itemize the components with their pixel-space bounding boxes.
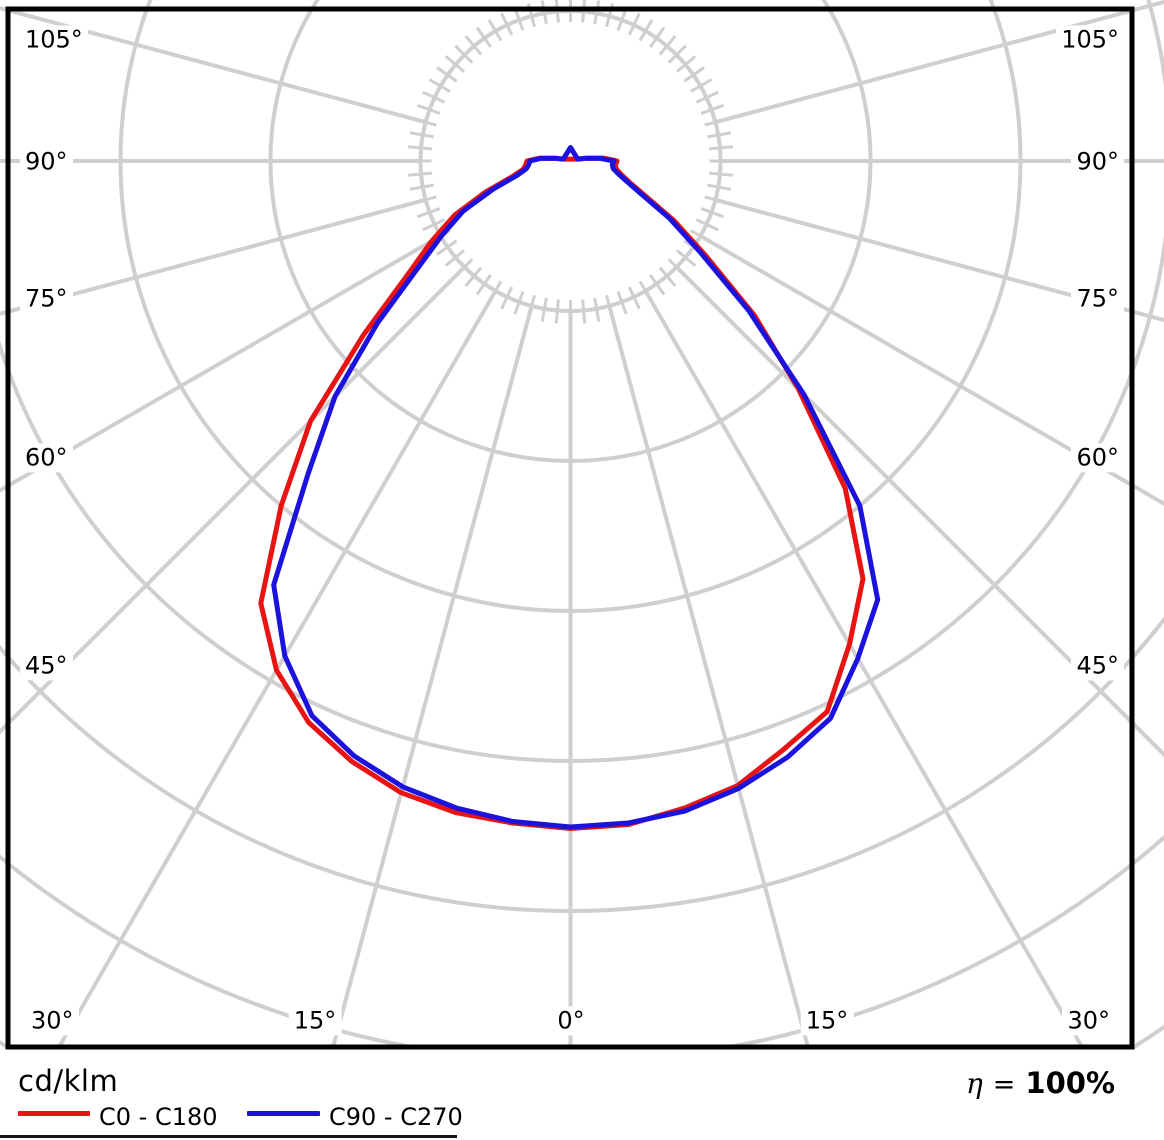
grid-tick — [513, 7, 525, 31]
angle-label: 45° — [1071, 651, 1124, 681]
grid-tick — [407, 145, 433, 151]
angle-label: 75° — [20, 284, 73, 314]
grid-tick — [648, 274, 666, 296]
intensity-curves — [258, 145, 881, 831]
grid-tick — [627, 12, 641, 36]
angle-label: 60° — [1071, 443, 1124, 473]
legend-label-c0-c180: C0 - C180 — [99, 1103, 218, 1131]
angle-label: 105° — [20, 25, 88, 55]
grid-tick — [638, 19, 654, 42]
grid-radial-line — [55, 289, 498, 1049]
grid-radial-line — [714, 0, 1164, 125]
grid-tick — [409, 131, 434, 139]
grid-radial-line — [643, 289, 1086, 1049]
grid-radial-line — [330, 305, 534, 1049]
grid-tick — [422, 90, 446, 104]
angle-label: 90° — [1071, 147, 1124, 177]
grid-tick — [464, 35, 483, 56]
grid-tick — [707, 131, 732, 139]
grid-tick — [422, 218, 446, 232]
angle-label: 105° — [1056, 25, 1124, 55]
grid-tick — [428, 78, 451, 93]
grid-ring — [0, 0, 1164, 763]
grid-tick — [416, 207, 441, 219]
grid-tick — [444, 55, 465, 73]
grid-tick — [683, 66, 705, 83]
grid-tick — [475, 274, 493, 296]
eta-value: 100% — [1025, 1066, 1115, 1100]
eta-equals-sign: = — [992, 1069, 1016, 1100]
grid-tick — [464, 266, 483, 287]
grid-radial-line — [0, 234, 442, 493]
angle-label: 15° — [288, 1006, 342, 1036]
curve-c90-c270 — [271, 145, 881, 830]
grid-tick — [700, 103, 725, 115]
grid-ring — [0, 616, 1164, 913]
grid-tick — [540, 0, 548, 25]
grid-radial-line — [699, 234, 1164, 506]
grid-radial-line — [0, 197, 427, 316]
grid-tick — [708, 145, 734, 151]
grid-tick — [690, 78, 713, 93]
grid-tick — [676, 249, 697, 267]
grid-tick — [407, 171, 433, 177]
grid-tick — [695, 218, 719, 232]
angle-label: 60° — [20, 443, 73, 473]
grid-tick — [436, 66, 458, 83]
angle-label: 30° — [26, 1006, 79, 1036]
plot-border — [5, 6, 1135, 1050]
grid-tick — [416, 103, 441, 115]
angle-label: 90° — [20, 147, 73, 177]
legend-swatch-c0-c180 — [18, 1111, 90, 1116]
legend-bottom-rule — [0, 1135, 457, 1138]
grid-radial-line — [607, 305, 811, 1049]
grid-tick — [513, 291, 525, 315]
grid-tick — [648, 26, 666, 48]
grid-tick — [708, 171, 734, 177]
angle-label: 0° — [552, 1006, 590, 1036]
legend-swatch-c90-c270 — [247, 1111, 320, 1116]
grid-tick — [581, 299, 587, 324]
grid-tick — [700, 207, 725, 219]
grid-tick — [707, 183, 732, 191]
grid-radial-line — [714, 197, 1164, 323]
grid-radial-line — [0, 265, 466, 735]
grid-tick — [554, 299, 560, 324]
eta-symbol: η — [966, 1067, 983, 1100]
grid-radial-line — [675, 265, 1164, 758]
grid-tick — [658, 35, 677, 56]
angle-label: 75° — [1071, 284, 1124, 314]
grid-tick — [616, 291, 628, 315]
grid-tick — [616, 7, 628, 31]
grid-tick — [500, 286, 514, 310]
grid-tick — [658, 266, 677, 287]
grid-tick — [487, 19, 503, 42]
angle-label: 30° — [1062, 1006, 1115, 1036]
angle-label: 45° — [20, 651, 73, 681]
grid-tick — [593, 297, 601, 322]
grid-tick — [454, 44, 474, 64]
grid-tick — [540, 297, 548, 322]
legend-label-c90-c270: C90 - C270 — [329, 1103, 463, 1131]
efficiency-label: η = 100% — [966, 1066, 1115, 1100]
unit-label: cd/klm — [18, 1064, 119, 1098]
grid-tick — [475, 26, 493, 48]
grid-tick — [627, 286, 641, 310]
grid-tick — [409, 183, 434, 191]
grid-tick — [593, 0, 601, 25]
angle-label: 15° — [800, 1006, 854, 1036]
grid-tick — [500, 12, 514, 36]
grid-tick — [444, 249, 465, 267]
grid-tick — [695, 90, 719, 104]
grid-tick — [436, 239, 458, 256]
grid-tick — [676, 55, 697, 73]
grid-radial-line — [0, 6, 427, 125]
grid-tick — [667, 44, 687, 64]
